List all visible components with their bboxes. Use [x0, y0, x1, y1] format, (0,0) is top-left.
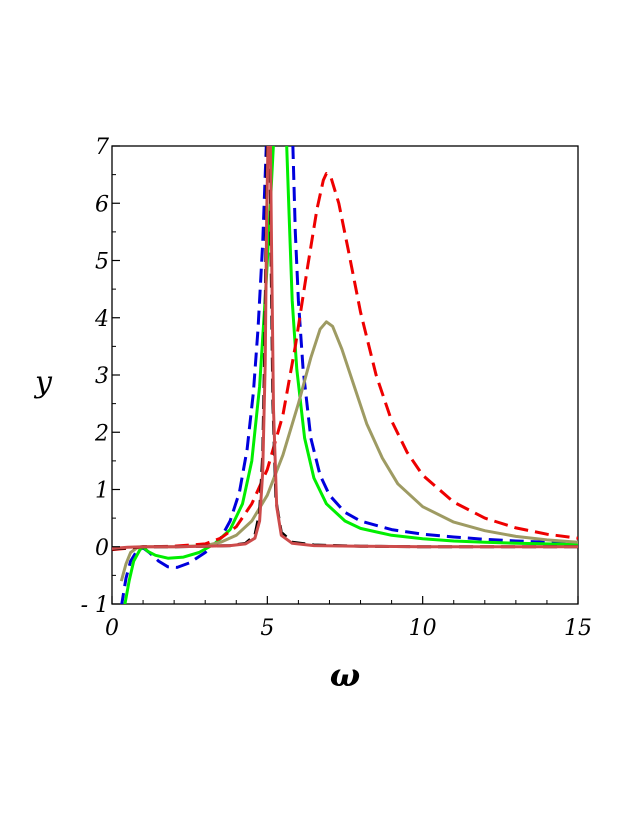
y-tick-label--1: - 1 — [81, 593, 109, 618]
series-layer — [112, 146, 578, 604]
y-tick-label-7: 7 — [95, 135, 109, 160]
y-axis-title: y — [33, 365, 53, 400]
y-tick-label-4: 4 — [94, 307, 109, 332]
y-tick-label-6: 6 — [95, 192, 109, 217]
y-tick-label-3: 3 — [95, 364, 109, 389]
y-tick-label-2: 2 — [94, 421, 109, 446]
y-tick-label-1: 1 — [95, 479, 109, 504]
x-tick-label-0: 0 — [105, 616, 119, 641]
y-tick-label-5: 5 — [95, 250, 109, 275]
series-line-4 — [112, 172, 578, 552]
x-axis-title: ω — [330, 656, 360, 694]
x-tick-label-15: 15 — [564, 616, 592, 641]
series-line-5 — [112, 146, 578, 551]
x-tick-label-5: 5 — [260, 616, 274, 641]
series-line-6 — [112, 146, 578, 550]
y-tick-label-0: 0 — [95, 536, 109, 561]
x-tick-label-10: 10 — [409, 616, 437, 641]
